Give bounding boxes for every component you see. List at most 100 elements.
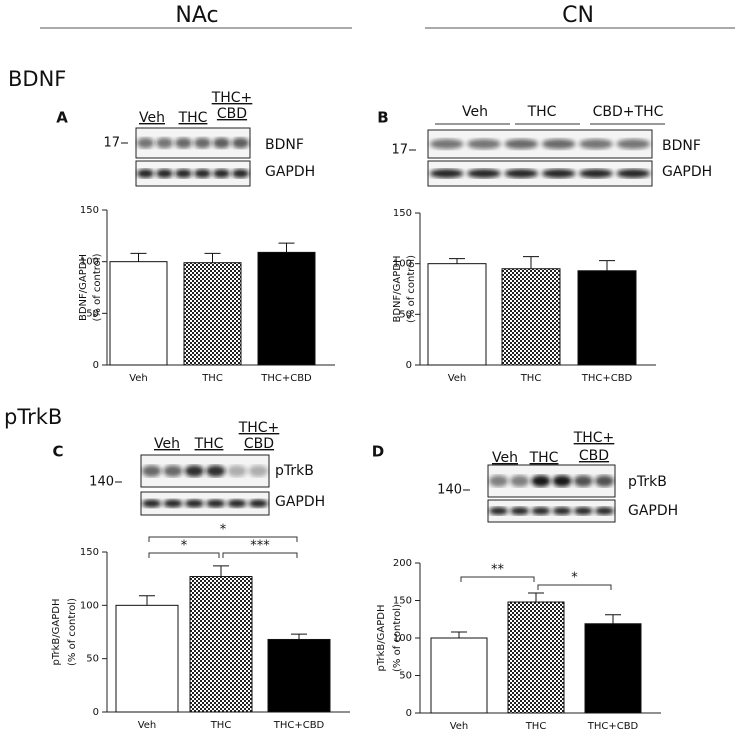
blot-band bbox=[184, 465, 204, 477]
lane-label: THC+ bbox=[238, 420, 280, 436]
blot-band bbox=[193, 169, 212, 178]
bar bbox=[507, 601, 565, 714]
x-tick-label: Veh bbox=[129, 373, 148, 384]
y-tick-label: 200 bbox=[393, 558, 412, 569]
lane-label: THC bbox=[529, 450, 559, 466]
blot-band bbox=[616, 169, 651, 178]
blot-band bbox=[227, 465, 247, 477]
lane-label: THC bbox=[194, 436, 224, 452]
section-title: pTrkB bbox=[4, 405, 62, 429]
panel-letter: B bbox=[377, 109, 388, 127]
sig-bracket bbox=[148, 536, 298, 542]
lane-label: THC+ bbox=[573, 430, 615, 446]
band-label: BDNF bbox=[662, 138, 701, 154]
blot-frame bbox=[427, 160, 653, 187]
y-axis-label: pTrkB/GAPDH bbox=[51, 599, 62, 666]
lane-label: Veh bbox=[154, 436, 180, 452]
y-tick-label: 150 bbox=[393, 208, 412, 219]
sig-bracket bbox=[537, 584, 612, 590]
blot-band bbox=[184, 499, 204, 508]
error-bar bbox=[213, 565, 229, 577]
blot-band bbox=[573, 475, 593, 487]
lane-label: CBD bbox=[579, 448, 609, 464]
bar bbox=[109, 261, 168, 366]
error-bar bbox=[278, 242, 295, 253]
y-tick-label: 50 bbox=[86, 308, 99, 319]
x-tick-label: Veh bbox=[138, 720, 157, 731]
blot-band bbox=[504, 138, 539, 150]
blot-band bbox=[193, 137, 212, 149]
bar bbox=[577, 270, 637, 366]
error-bar bbox=[130, 252, 147, 262]
blot-band bbox=[212, 137, 231, 149]
blot-frame bbox=[140, 454, 270, 488]
y-tick-label: 150 bbox=[80, 547, 99, 558]
region-title: NAc bbox=[175, 3, 218, 28]
blot-band bbox=[206, 465, 226, 477]
band-label: pTrkB bbox=[275, 463, 314, 479]
blot-frame bbox=[427, 129, 653, 159]
lane-label: Veh bbox=[139, 110, 165, 126]
lane-label: CBD bbox=[244, 436, 274, 452]
blot-band bbox=[616, 138, 651, 150]
bar bbox=[501, 268, 561, 366]
blot-frame bbox=[140, 491, 270, 516]
error-bar bbox=[599, 260, 615, 271]
blot-frame bbox=[135, 127, 251, 159]
blot-band bbox=[510, 507, 530, 515]
y-tick-label: 100 bbox=[80, 600, 99, 611]
blot-band bbox=[163, 499, 183, 508]
blot-band bbox=[227, 499, 247, 508]
lane-label: THC+ bbox=[211, 90, 253, 106]
marker-label: 17 bbox=[103, 136, 120, 151]
lane-label: CBD bbox=[217, 106, 247, 122]
bar bbox=[584, 623, 642, 714]
blot-band bbox=[429, 138, 464, 150]
blot-band bbox=[231, 169, 250, 178]
blot-band bbox=[155, 169, 174, 178]
blot-band bbox=[467, 138, 501, 150]
blot-band bbox=[429, 169, 464, 178]
y-axis-label: (% of control) bbox=[406, 255, 417, 323]
x-tick-label: THC bbox=[210, 720, 232, 731]
error-bar bbox=[528, 592, 544, 602]
x-tick-label: THC bbox=[520, 373, 542, 384]
band-label: pTrkB bbox=[628, 474, 667, 490]
y-axis-label: (% of control) bbox=[392, 604, 403, 672]
sig-label: * bbox=[571, 571, 578, 586]
band-label: GAPDH bbox=[662, 164, 712, 180]
lane-label: THC bbox=[527, 104, 557, 120]
y-tick-label: 0 bbox=[406, 708, 412, 719]
sig-bracket bbox=[222, 552, 298, 558]
band-label: GAPDH bbox=[628, 503, 678, 519]
error-bar bbox=[291, 633, 307, 640]
error-bar bbox=[139, 595, 155, 606]
bar bbox=[115, 604, 179, 713]
x-tick-label: THC bbox=[201, 373, 223, 384]
error-bar bbox=[605, 614, 621, 624]
marker-label: 140 bbox=[89, 475, 114, 490]
error-bar bbox=[204, 252, 221, 263]
panel-letter: C bbox=[52, 443, 63, 461]
marker-label: 17 bbox=[391, 143, 408, 158]
y-axis-label: (% of control) bbox=[92, 253, 103, 321]
region-title: CN bbox=[562, 3, 594, 28]
blot-band bbox=[163, 465, 183, 477]
blot-band bbox=[136, 137, 155, 149]
sig-bracket bbox=[148, 552, 220, 558]
bar bbox=[257, 251, 316, 366]
blot-band bbox=[504, 169, 539, 178]
blot-band bbox=[136, 169, 155, 178]
x-tick-label: THC bbox=[525, 721, 547, 732]
blot-band bbox=[594, 475, 614, 487]
bar bbox=[189, 576, 253, 713]
band-label: BDNF bbox=[265, 137, 304, 153]
y-tick-label: 100 bbox=[393, 633, 412, 644]
blot-band bbox=[541, 169, 576, 178]
sig-label: * bbox=[181, 539, 188, 554]
blot-band bbox=[531, 475, 551, 487]
section-title: BDNF bbox=[8, 67, 66, 91]
panel-letter: A bbox=[56, 109, 68, 127]
bar bbox=[183, 262, 242, 366]
